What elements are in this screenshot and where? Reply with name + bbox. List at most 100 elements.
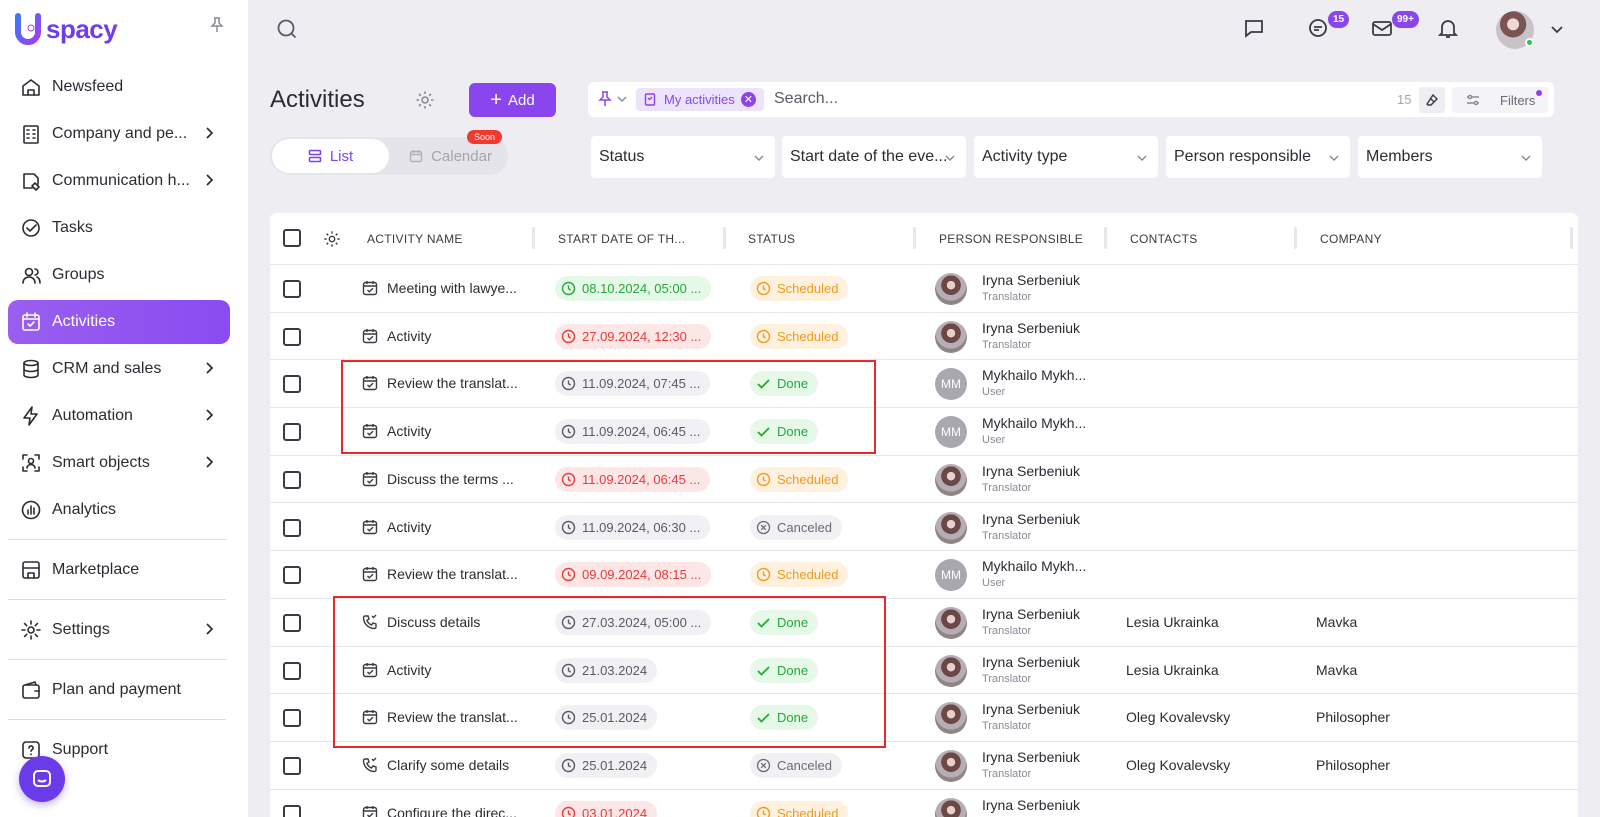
avatar[interactable] [935,606,967,639]
sidebar-item-smart-objects[interactable]: Smart objects [8,441,230,485]
avatar[interactable] [935,702,967,735]
avatar[interactable]: MM [935,416,967,449]
person-name-link[interactable]: Iryna Serbeniuk [982,653,1081,670]
person-name-link[interactable]: Mykhailo Mykh... [982,415,1087,432]
table-row[interactable]: Review the translat... 11.09.2024, 07:45 … [270,360,1578,409]
status-badge[interactable]: Scheduled [750,323,849,349]
person-name-link[interactable]: Iryna Serbeniuk [982,319,1081,336]
company-link[interactable]: Philosopher [1316,709,1390,726]
table-row[interactable]: Discuss details 27.03.2024, 05:00 ... Done… [270,599,1578,647]
add-activity-button[interactable]: + Add [469,83,556,117]
search-input[interactable] [774,87,1274,111]
row-checkbox[interactable] [283,423,301,442]
pin-sidebar-icon[interactable] [208,16,226,34]
sidebar-item-automation[interactable]: Automation [8,394,230,438]
company-link[interactable]: Mavka [1316,661,1358,678]
column-resize-handle[interactable] [723,227,726,249]
chip-remove-icon[interactable]: ✕ [740,92,756,107]
clear-filters-button[interactable] [1419,87,1445,113]
table-row[interactable]: Activity 21.03.2024 Done Iryna Serbeniuk Tra… [270,647,1578,695]
activity-name-link[interactable]: Review the translat... [387,375,518,392]
row-checkbox[interactable] [283,518,301,537]
row-checkbox[interactable] [283,804,301,817]
filter-dropdown-status[interactable]: Status [591,136,775,178]
status-badge[interactable]: Scheduled [750,276,849,301]
column-header-company[interactable]: COMPANY [1320,232,1382,246]
person-name-link[interactable]: Iryna Serbeniuk [982,796,1081,813]
select-all-checkbox[interactable] [283,229,301,247]
status-badge[interactable]: Done [750,657,819,683]
avatar[interactable]: MM [935,368,967,401]
avatar[interactable] [935,463,967,496]
table-row[interactable]: Activity 11.09.2024, 06:30 ... Canceled Iry… [270,504,1578,552]
column-resize-handle[interactable] [532,227,535,249]
table-row[interactable]: Activity 27.09.2024, 12:30 ... Scheduled Ir… [270,313,1578,361]
sidebar-item-activities[interactable]: Activities [8,300,230,344]
sidebar-item-communication-h[interactable]: Communication h... [8,159,230,203]
sidebar-item-settings[interactable]: Settings [8,608,230,652]
filters-button[interactable]: Filters [1452,87,1548,113]
filter-dropdown-person-responsible[interactable]: Person responsible [1166,136,1350,178]
avatar[interactable] [935,797,967,817]
avatar[interactable]: MM [935,559,967,592]
column-header-start-date[interactable]: START DATE OF TH... [558,232,686,246]
company-link[interactable]: Philosopher [1316,757,1390,773]
tab-list[interactable]: List [272,139,389,173]
column-resize-handle[interactable] [1104,227,1107,249]
sidebar-item-marketplace[interactable]: Marketplace [8,548,230,592]
row-checkbox[interactable] [283,375,301,394]
row-checkbox[interactable] [283,661,301,680]
person-name-link[interactable]: Iryna Serbeniuk [982,510,1081,527]
table-row[interactable]: Review the translat... 09.09.2024, 08:15 … [270,551,1578,599]
activity-name-link[interactable]: Meeting with lawye... [387,280,517,296]
status-badge[interactable]: Scheduled [750,800,849,817]
pin-filter-dropdown[interactable] [598,91,628,107]
column-header-contacts[interactable]: CONTACTS [1130,232,1198,246]
status-badge[interactable]: Done [750,609,819,635]
activity-name-link[interactable]: Review the translat... [387,709,518,726]
sidebar-item-company-and-pe[interactable]: Company and pe... [8,112,230,156]
activity-name-link[interactable]: Activity [387,327,432,344]
mail-icon[interactable] [1370,16,1396,42]
status-badge[interactable]: Done [750,419,819,445]
table-row[interactable]: Meeting with lawye... 08.10.2024, 05:00 .… [270,265,1578,313]
status-badge[interactable]: Scheduled [750,562,849,588]
status-badge[interactable]: Canceled [750,753,842,778]
activity-name-link[interactable]: Clarify some details [387,757,510,773]
avatar[interactable] [935,273,967,305]
contact-link[interactable]: Lesia Ukrainka [1126,613,1219,630]
column-header-activity-name[interactable]: ACTIVITY NAME [367,232,463,246]
sidebar-item-newsfeed[interactable]: Newsfeed [8,65,230,109]
sidebar-item-analytics[interactable]: Analytics [8,488,230,532]
bell-icon[interactable] [1436,16,1462,42]
table-row[interactable]: Configure the direc... 03.01.2024 Schedule… [270,790,1578,817]
filter-dropdown-start-date-of-the-eve[interactable]: Start date of the eve... [782,136,966,178]
activity-name-link[interactable]: Discuss the terms ... [387,470,514,487]
person-name-link[interactable]: Mykhailo Mykh... [982,558,1087,575]
status-badge[interactable]: Canceled [750,514,842,540]
person-name-link[interactable]: Iryna Serbeniuk [982,462,1081,479]
column-resize-handle[interactable] [1294,227,1297,249]
column-header-person-responsible[interactable]: PERSON RESPONSIBLE [939,232,1084,246]
tab-calendar[interactable]: Calendar [398,139,503,173]
person-name-link[interactable]: Iryna Serbeniuk [982,272,1081,288]
person-name-link[interactable]: Iryna Serbeniuk [982,701,1081,718]
logo[interactable]: spacy [14,12,118,46]
status-badge[interactable]: Done [750,705,819,731]
column-settings-gear-icon[interactable] [323,230,341,253]
row-checkbox[interactable] [283,280,301,298]
contact-link[interactable]: Lesia Ukrainka [1126,661,1219,678]
row-checkbox[interactable] [283,470,301,489]
sidebar-item-crm-and-sales[interactable]: CRM and sales [8,347,230,391]
activity-name-link[interactable]: Review the translat... [387,566,518,583]
activity-name-link[interactable]: Discuss details [387,613,481,630]
column-header-status[interactable]: STATUS [748,232,796,246]
person-name-link[interactable]: Iryna Serbeniuk [982,605,1081,622]
sidebar-item-support[interactable]: Support [8,728,230,772]
table-row[interactable]: Clarify some details 25.01.2024 Canceled Ir… [270,742,1578,790]
avatar[interactable] [935,654,967,687]
chat-icon[interactable] [1242,16,1268,42]
person-name-link[interactable]: Mykhailo Mykh... [982,367,1087,384]
column-resize-handle[interactable] [913,227,916,249]
sidebar-item-tasks[interactable]: Tasks [8,206,230,250]
